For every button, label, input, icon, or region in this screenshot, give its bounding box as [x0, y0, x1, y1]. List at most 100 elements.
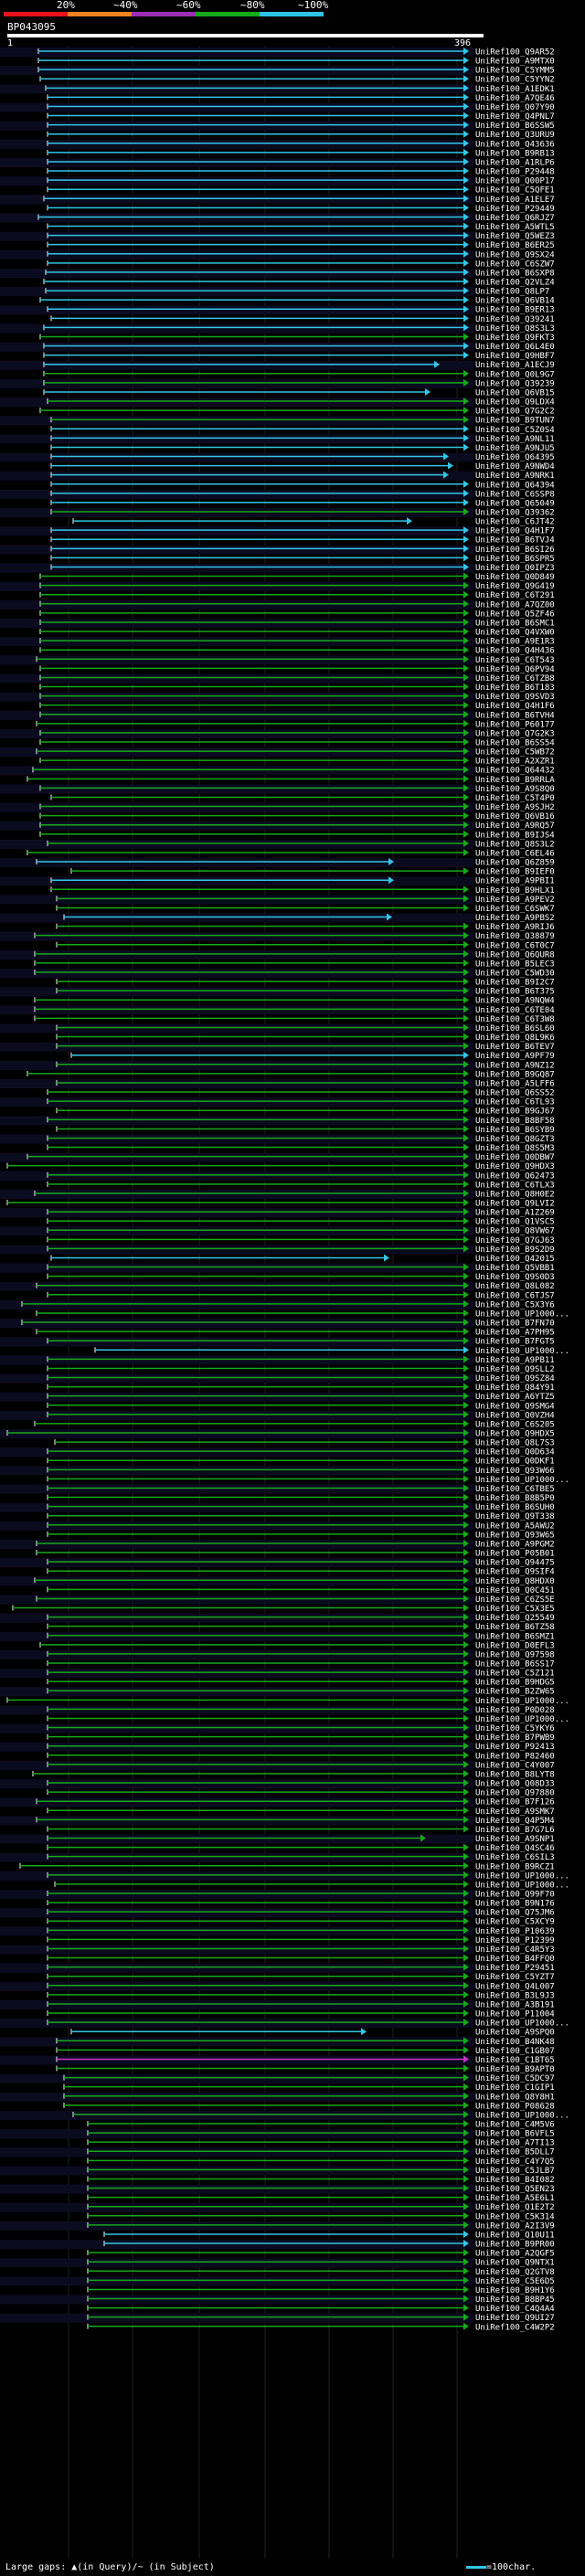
hit-label[interactable]: UniRef100_Q07Y90 — [475, 103, 555, 112]
hit-label[interactable]: UniRef100_A9SNP1 — [475, 1835, 555, 1844]
hit-label[interactable]: UniRef100_A7TI13 — [475, 2139, 555, 2148]
hit-label[interactable]: UniRef100_Q4L007 — [475, 1982, 555, 1991]
hit-row[interactable]: UniRef100_Q64432 — [32, 766, 555, 776]
hit-row[interactable]: UniRef100_B6SUH0 — [47, 1502, 555, 1513]
hit-label[interactable]: UniRef100_B9H1Y6 — [475, 2286, 555, 2295]
hit-row[interactable]: UniRef100_B9GJ67 — [56, 1107, 555, 1117]
hit-label[interactable]: UniRef100_C5Z0S4 — [475, 426, 555, 435]
hit-row[interactable]: UniRef100_UP1000... — [47, 1871, 569, 1882]
hit-row[interactable]: UniRef100_P12399 — [47, 1935, 555, 1945]
hit-row[interactable]: UniRef100_C6T0C7 — [56, 940, 555, 951]
hit-label[interactable]: UniRef100_Q6QUR8 — [475, 950, 555, 959]
hit-row[interactable]: UniRef100_Q8S3L2 — [47, 839, 555, 850]
hit-row[interactable]: UniRef100_B8BP45 — [87, 2295, 555, 2306]
hit-row[interactable]: UniRef100_Q8HDX0 — [34, 1576, 555, 1586]
hit-row[interactable]: UniRef100_Q7G2C2 — [39, 407, 555, 417]
hit-label[interactable]: UniRef100_Q9AR52 — [475, 48, 555, 58]
hit-label[interactable]: UniRef100_D0EFL3 — [475, 1641, 555, 1650]
hit-row[interactable]: UniRef100_B7G7L6 — [47, 1825, 555, 1835]
hit-label[interactable]: UniRef100_A9PF79 — [475, 1052, 555, 1061]
hit-label[interactable]: UniRef100_Q8H0E2 — [475, 1190, 555, 1199]
hit-row[interactable]: UniRef100_Q64394 — [50, 480, 555, 491]
hit-row[interactable]: UniRef100_P92413 — [47, 1742, 555, 1753]
hit-row[interactable]: UniRef100_A2QGF5 — [87, 2249, 555, 2259]
hit-row[interactable]: UniRef100_A1ELE7 — [43, 195, 555, 205]
hit-row[interactable]: UniRef100_B9ER13 — [47, 305, 555, 315]
hit-label[interactable]: UniRef100_Q9SIF4 — [475, 1568, 555, 1577]
hit-row[interactable]: UniRef100_Q9SVD3 — [39, 692, 555, 703]
hit-row[interactable]: UniRef100_Q39362 — [50, 508, 555, 518]
hit-label[interactable]: UniRef100_B6SXP8 — [475, 269, 555, 278]
hit-row[interactable]: UniRef100_A9PEV2 — [56, 895, 555, 905]
hit-label[interactable]: UniRef100_A9NL11 — [475, 435, 555, 444]
hit-row[interactable]: UniRef100_Q9AR52 — [37, 48, 555, 58]
hit-row[interactable]: UniRef100_Q8VW67 — [47, 1226, 555, 1236]
hit-row[interactable]: UniRef100_Q9T338 — [47, 1511, 555, 1522]
hit-row[interactable]: UniRef100_B9IEF0 — [70, 867, 555, 877]
hit-label[interactable]: UniRef100_A9PB11 — [475, 1356, 555, 1365]
hit-row[interactable]: UniRef100_Q4VXW0 — [39, 628, 555, 638]
hit-label[interactable]: UniRef100_Q93W65 — [475, 1531, 555, 1540]
hit-label[interactable]: UniRef100_A9PBS2 — [475, 914, 555, 923]
hit-row[interactable]: UniRef100_A9S8Q0 — [39, 784, 555, 794]
hit-label[interactable]: UniRef100_A9NJU5 — [475, 444, 555, 453]
hit-row[interactable]: UniRef100_C5E6D5 — [87, 2276, 555, 2286]
hit-label[interactable]: UniRef100_Q2GTV8 — [475, 2268, 555, 2277]
hit-label[interactable]: UniRef100_C5Z121 — [475, 1670, 555, 1679]
hit-row[interactable]: UniRef100_Q99F70 — [47, 1890, 555, 1900]
hit-row[interactable]: UniRef100_A9NWD4 — [50, 461, 555, 472]
hit-row[interactable]: UniRef100_C6TLX3 — [47, 1180, 555, 1191]
hit-label[interactable]: UniRef100_B7FGT5 — [475, 1338, 555, 1347]
hit-row[interactable]: UniRef100_B9S2D9 — [47, 1245, 555, 1255]
hit-label[interactable]: UniRef100_Q2VLZ4 — [475, 279, 555, 288]
hit-label[interactable]: UniRef100_C6T291 — [475, 591, 555, 600]
hit-label[interactable]: UniRef100_A9SJH2 — [475, 803, 555, 812]
hit-row[interactable]: UniRef100_Q07Y90 — [47, 102, 555, 112]
hit-row[interactable]: UniRef100_B8BF58 — [47, 1116, 555, 1126]
hit-label[interactable]: UniRef100_P29449 — [475, 205, 555, 214]
hit-row[interactable]: UniRef100_C5T4P0 — [50, 793, 555, 803]
hit-label[interactable]: UniRef100_A9SPQ0 — [475, 2029, 555, 2038]
hit-label[interactable]: UniRef100_Q7G2K3 — [475, 729, 555, 738]
hit-label[interactable]: UniRef100_A9NWD4 — [475, 462, 555, 472]
hit-label[interactable]: UniRef100_B9N176 — [475, 1900, 555, 1909]
hit-label[interactable]: UniRef100_B9RRLA — [475, 776, 555, 785]
hit-label[interactable]: UniRef100_A2XZR1 — [475, 758, 555, 767]
hit-row[interactable]: UniRef100_B4I082 — [87, 2175, 555, 2185]
hit-row[interactable]: UniRef100_A9RIJ6 — [56, 922, 555, 933]
hit-label[interactable]: UniRef100_C6JT42 — [475, 518, 555, 527]
hit-row[interactable]: UniRef100_B7FGT5 — [47, 1337, 555, 1347]
hit-row[interactable]: UniRef100_C5WB72 — [36, 747, 555, 758]
hit-row[interactable]: UniRef100_Q39241 — [50, 314, 555, 324]
hit-row[interactable]: UniRef100_P0D028 — [47, 1705, 555, 1715]
hit-row[interactable]: UniRef100_P10639 — [47, 1926, 555, 1936]
hit-label[interactable]: UniRef100_P12399 — [475, 1936, 555, 1945]
hit-label[interactable]: UniRef100_C5QFE1 — [475, 186, 555, 196]
hit-row[interactable]: UniRef100_Q94475 — [47, 1558, 555, 1568]
hit-row[interactable]: UniRef100_Q9UI27 — [87, 2313, 555, 2324]
hit-row[interactable]: UniRef100_B9HLX1 — [50, 885, 555, 896]
hit-row[interactable]: UniRef100_P05B01 — [36, 1549, 555, 1559]
hit-row[interactable]: UniRef100_Q9HDX3 — [6, 1161, 555, 1172]
hit-label[interactable]: UniRef100_C6SZW7 — [475, 260, 555, 269]
hit-label[interactable]: UniRef100_UP1000... — [475, 1697, 569, 1706]
hit-label[interactable]: UniRef100_A9S8Q0 — [475, 785, 555, 794]
hit-label[interactable]: UniRef100_P0D028 — [475, 1706, 555, 1715]
hit-label[interactable]: UniRef100_C4W2P2 — [475, 2323, 555, 2332]
hit-row[interactable]: UniRef100_Q0D849 — [39, 572, 555, 583]
hit-row[interactable]: UniRef100_A6YTZ5 — [47, 1392, 555, 1403]
hit-row[interactable]: UniRef100_C1GB07 — [56, 2046, 555, 2056]
hit-label[interactable]: UniRef100_Q64432 — [475, 767, 555, 776]
hit-row[interactable]: UniRef100_Q1VSC5 — [47, 1217, 555, 1227]
hit-label[interactable]: UniRef100_C5WD30 — [475, 970, 555, 979]
hit-label[interactable]: UniRef100_C6SWK7 — [475, 905, 555, 914]
hit-label[interactable]: UniRef100_Q8VW67 — [475, 1227, 555, 1236]
hit-row[interactable]: UniRef100_Q0C451 — [47, 1585, 555, 1595]
hit-label[interactable]: UniRef100_B9APT0 — [475, 2065, 555, 2074]
hit-label[interactable]: UniRef100_B5LEC3 — [475, 959, 555, 969]
hit-label[interactable]: UniRef100_Q0IPZ3 — [475, 564, 555, 573]
hit-row[interactable]: UniRef100_Q6L4E0 — [43, 342, 555, 353]
hit-label[interactable]: UniRef100_Q64395 — [475, 453, 555, 462]
hit-row[interactable]: UniRef100_Q4H1F7 — [50, 526, 555, 536]
hit-label[interactable]: UniRef100_Q9LDX4 — [475, 398, 555, 408]
